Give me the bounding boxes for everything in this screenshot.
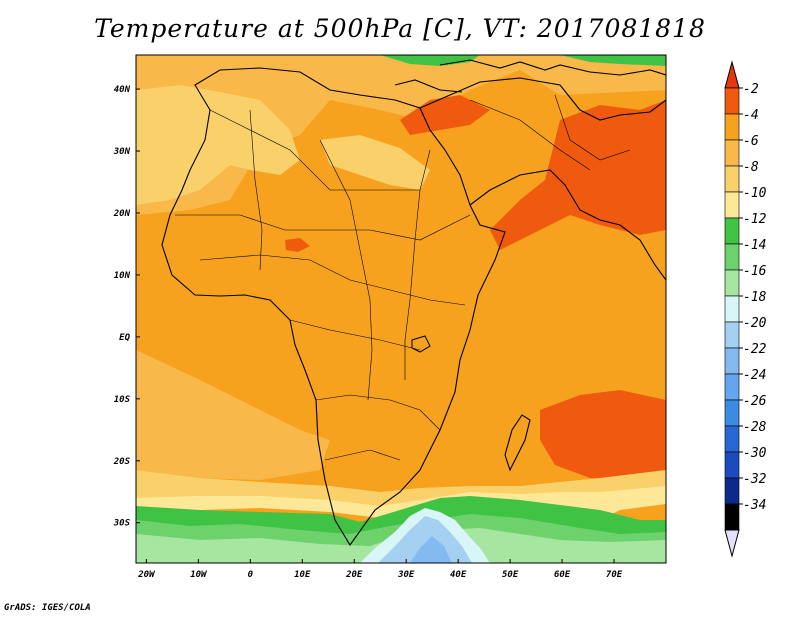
temperature-band-minus22 [410,536,452,563]
colorbar-label: -16 [743,264,767,279]
lat-tick-label: 40N [114,85,131,95]
colorbar-label: -8 [743,160,759,175]
plot-area [136,55,666,563]
colorbar-label: -22 [743,342,767,357]
colorbar-top-arrow [724,60,740,89]
colorbar-swatch [724,87,740,115]
lat-tick-label: 30N [113,147,131,157]
temperature-band-minus2 [540,390,666,480]
temperature-band-minus20 [378,516,472,563]
lat-tick-label: 20N [113,209,131,219]
coastline-overlay [161,59,666,547]
colorbar-swatch [724,347,740,375]
plot-frame [135,54,667,564]
colorbar-label: -26 [743,394,767,409]
colorbar-swatch [724,295,740,323]
colorbar-label: -24 [743,368,766,383]
country-borders-overlay [175,94,631,461]
lon-tick-label: 0 [248,570,254,580]
temperature-band-minus12 [560,55,666,66]
lat-tick-label: EQ [119,333,130,343]
colorbar-legend: -2 -4 -6 -8 -10 -12 -14 -16 -18 -20 -22 -24 -26 -28 -3… [724,60,767,558]
lat-tick-label: 30S [113,519,131,529]
colorbar-label: -18 [743,290,767,305]
lat-tick-label: 20S [113,457,131,467]
temperature-band-minus12 [380,55,480,66]
lon-tick-label: 10E [294,570,311,580]
temperature-band-minus8 [320,135,430,190]
lon-tick-label: 40E [450,570,467,580]
colorbar-swatch [724,269,740,297]
lat-tick-label: 10N [114,271,131,281]
lon-tick-label: 60E [554,570,571,580]
lon-tick-label: 20W [137,570,156,580]
colorbar-label: -20 [743,316,767,331]
colorbar-swatch [724,399,740,427]
temperature-band-minus6 [136,350,330,480]
colorbar-swatch [724,139,740,167]
lon-tick-label: 20E [345,570,363,580]
colorbar-bottom-arrow [724,529,740,558]
colorbar-label: -14 [743,238,766,253]
colorbar-swatch [724,165,740,193]
colorbar-swatch [724,503,740,531]
lon-tick-label: 50E [502,570,519,580]
colorbar-label: -30 [743,446,767,461]
colorbar-label: -34 [743,498,766,513]
colorbar-label: -2 [743,82,759,97]
latitude-axis: 40N 30N 20N 10N EQ 10S 20S 30S [113,85,140,529]
temperature-band-minus2 [285,238,310,252]
temperature-band-minus8 [136,85,300,205]
colorbar-swatch [724,451,740,479]
colorbar-swatch [724,477,740,505]
lon-tick-label: 10W [190,570,208,580]
colorbar-swatch [724,191,740,219]
temperature-band-minus2 [490,100,666,250]
chart-title: Temperature at 500hPa [C], VT: 201708181… [94,14,706,43]
colorbar-swatch [724,243,740,271]
colorbar-label: -4 [743,108,759,123]
temperature-band-minus2 [400,95,490,135]
lat-tick-label: 10S [114,395,131,405]
colorbar-swatch [724,113,740,141]
colorbar-label: -6 [743,134,759,149]
colorbar-swatch [724,217,740,245]
lake-victoria [411,335,431,353]
colorbar-label: -12 [743,212,767,227]
colorbar-label: -10 [743,186,767,201]
colorbar-label: -32 [743,472,767,487]
temperature-band-minus6 [136,55,666,215]
colorbar-label: -28 [743,420,767,435]
credit-text: GrADS: IGES/COLA [4,603,91,613]
lon-tick-label: 70E [606,570,623,580]
colorbar-swatch [724,373,740,401]
longitude-axis: 20W 10W 0 10E 20E 30E 40E 50E 60E 70E [137,559,623,580]
colorbar-swatch [724,321,740,349]
lon-tick-label: 30E [397,570,415,580]
colorbar-swatch [724,425,740,453]
